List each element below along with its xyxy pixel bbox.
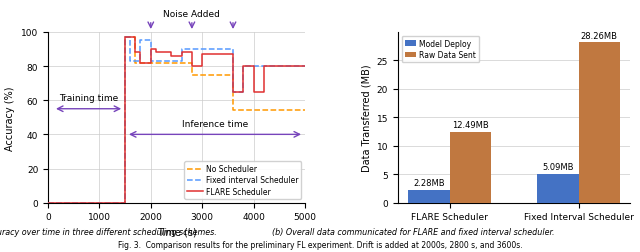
FLARE Scheduler [224,53,232,56]
FLARE Scheduler [44,201,52,204]
Fixed interval Scheduler [137,60,145,63]
No Scheduler [147,62,155,65]
Fixed interval Scheduler [250,65,257,68]
FLARE Scheduler [132,36,140,39]
FLARE Scheduler [137,62,145,65]
FLARE Scheduler [301,65,308,68]
FLARE Scheduler [250,91,257,94]
FLARE Scheduler [168,55,175,58]
No Scheduler [121,201,129,204]
Fixed interval Scheduler [260,65,268,68]
FLARE Scheduler [209,53,216,56]
Text: Fig. 3.  Comparison results for the preliminary FL experiment. Drift is added at: Fig. 3. Comparison results for the preli… [118,240,522,249]
Text: Inference time: Inference time [182,119,248,128]
FLARE Scheduler [147,62,155,65]
Fixed interval Scheduler [147,40,155,43]
FLARE Scheduler [152,52,160,55]
No Scheduler [209,74,216,77]
Fixed interval Scheduler [301,65,308,68]
FLARE Scheduler [250,65,257,68]
Legend: Model Deploy, Raw Data Sent: Model Deploy, Raw Data Sent [402,37,479,63]
Line: No Scheduler: No Scheduler [48,38,305,203]
Fixed interval Scheduler [157,60,165,63]
No Scheduler [188,62,196,65]
FLARE Scheduler [260,91,268,94]
Y-axis label: Accuracy (%): Accuracy (%) [6,86,15,150]
Fixed interval Scheduler [178,48,186,51]
FLARE Scheduler [188,52,196,55]
Fixed interval Scheduler [260,65,268,68]
FLARE Scheduler [209,53,216,56]
Text: Noise Added: Noise Added [163,10,220,19]
Fixed interval Scheduler [178,60,186,63]
FLARE Scheduler [178,52,186,55]
FLARE Scheduler [229,91,237,94]
FLARE Scheduler [168,52,175,55]
Fixed interval Scheduler [137,40,145,43]
Fixed interval Scheduler [250,65,257,68]
No Scheduler [229,109,237,112]
Fixed interval Scheduler [121,201,129,204]
Text: (b) Overall data communicated for FLARE and fixed interval scheduler.: (b) Overall data communicated for FLARE … [271,227,554,236]
FLARE Scheduler [132,52,140,55]
Fixed interval Scheduler [168,60,175,63]
FLARE Scheduler [239,65,247,68]
FLARE Scheduler [188,65,196,68]
No Scheduler [301,109,308,112]
No Scheduler [229,74,237,77]
Fixed interval Scheduler [198,48,206,51]
Bar [408,190,450,203]
Fixed interval Scheduler [147,60,155,63]
FLARE Scheduler [260,65,268,68]
Text: 28.26MB: 28.26MB [580,32,618,40]
Fixed interval Scheduler [168,60,175,63]
Fixed interval Scheduler [239,65,247,68]
Bar [579,43,620,203]
Fixed interval Scheduler [229,91,237,94]
FLARE Scheduler [198,53,206,56]
FLARE Scheduler [152,48,160,51]
Line: Fixed interval Scheduler: Fixed interval Scheduler [48,38,305,203]
No Scheduler [132,36,140,39]
Fixed interval Scheduler [188,48,196,51]
Bar [538,174,579,203]
FLARE Scheduler [121,36,129,39]
Line: FLARE Scheduler: FLARE Scheduler [48,38,305,203]
Fixed interval Scheduler [188,48,196,51]
X-axis label: Time (s): Time (s) [157,227,196,237]
No Scheduler [147,62,155,65]
FLARE Scheduler [239,91,247,94]
Y-axis label: Data Transferred (MB): Data Transferred (MB) [361,64,371,171]
Legend: No Scheduler, Fixed interval Scheduler, FLARE Scheduler: No Scheduler, Fixed interval Scheduler, … [184,162,301,199]
Fixed interval Scheduler [157,60,165,63]
FLARE Scheduler [224,53,232,56]
No Scheduler [132,62,140,65]
Text: 5.09MB: 5.09MB [542,163,573,172]
No Scheduler [44,201,52,204]
FLARE Scheduler [121,201,129,204]
FLARE Scheduler [147,48,155,51]
FLARE Scheduler [137,52,145,55]
Fixed interval Scheduler [239,91,247,94]
Fixed interval Scheduler [126,60,134,63]
Fixed interval Scheduler [126,36,134,39]
FLARE Scheduler [178,55,186,58]
No Scheduler [121,36,129,39]
Text: Training time: Training time [59,93,118,103]
Fixed interval Scheduler [121,36,129,39]
No Scheduler [209,74,216,77]
Text: (a) Accuracy over time in three different scheduling schemes.: (a) Accuracy over time in three differen… [0,227,217,236]
FLARE Scheduler [198,65,206,68]
Fixed interval Scheduler [229,48,237,51]
Text: 2.28MB: 2.28MB [413,179,445,188]
Text: 12.49MB: 12.49MB [452,121,489,130]
Fixed interval Scheduler [44,201,52,204]
Fixed interval Scheduler [198,48,206,51]
No Scheduler [188,74,196,77]
FLARE Scheduler [229,53,237,56]
Bar [450,132,491,203]
